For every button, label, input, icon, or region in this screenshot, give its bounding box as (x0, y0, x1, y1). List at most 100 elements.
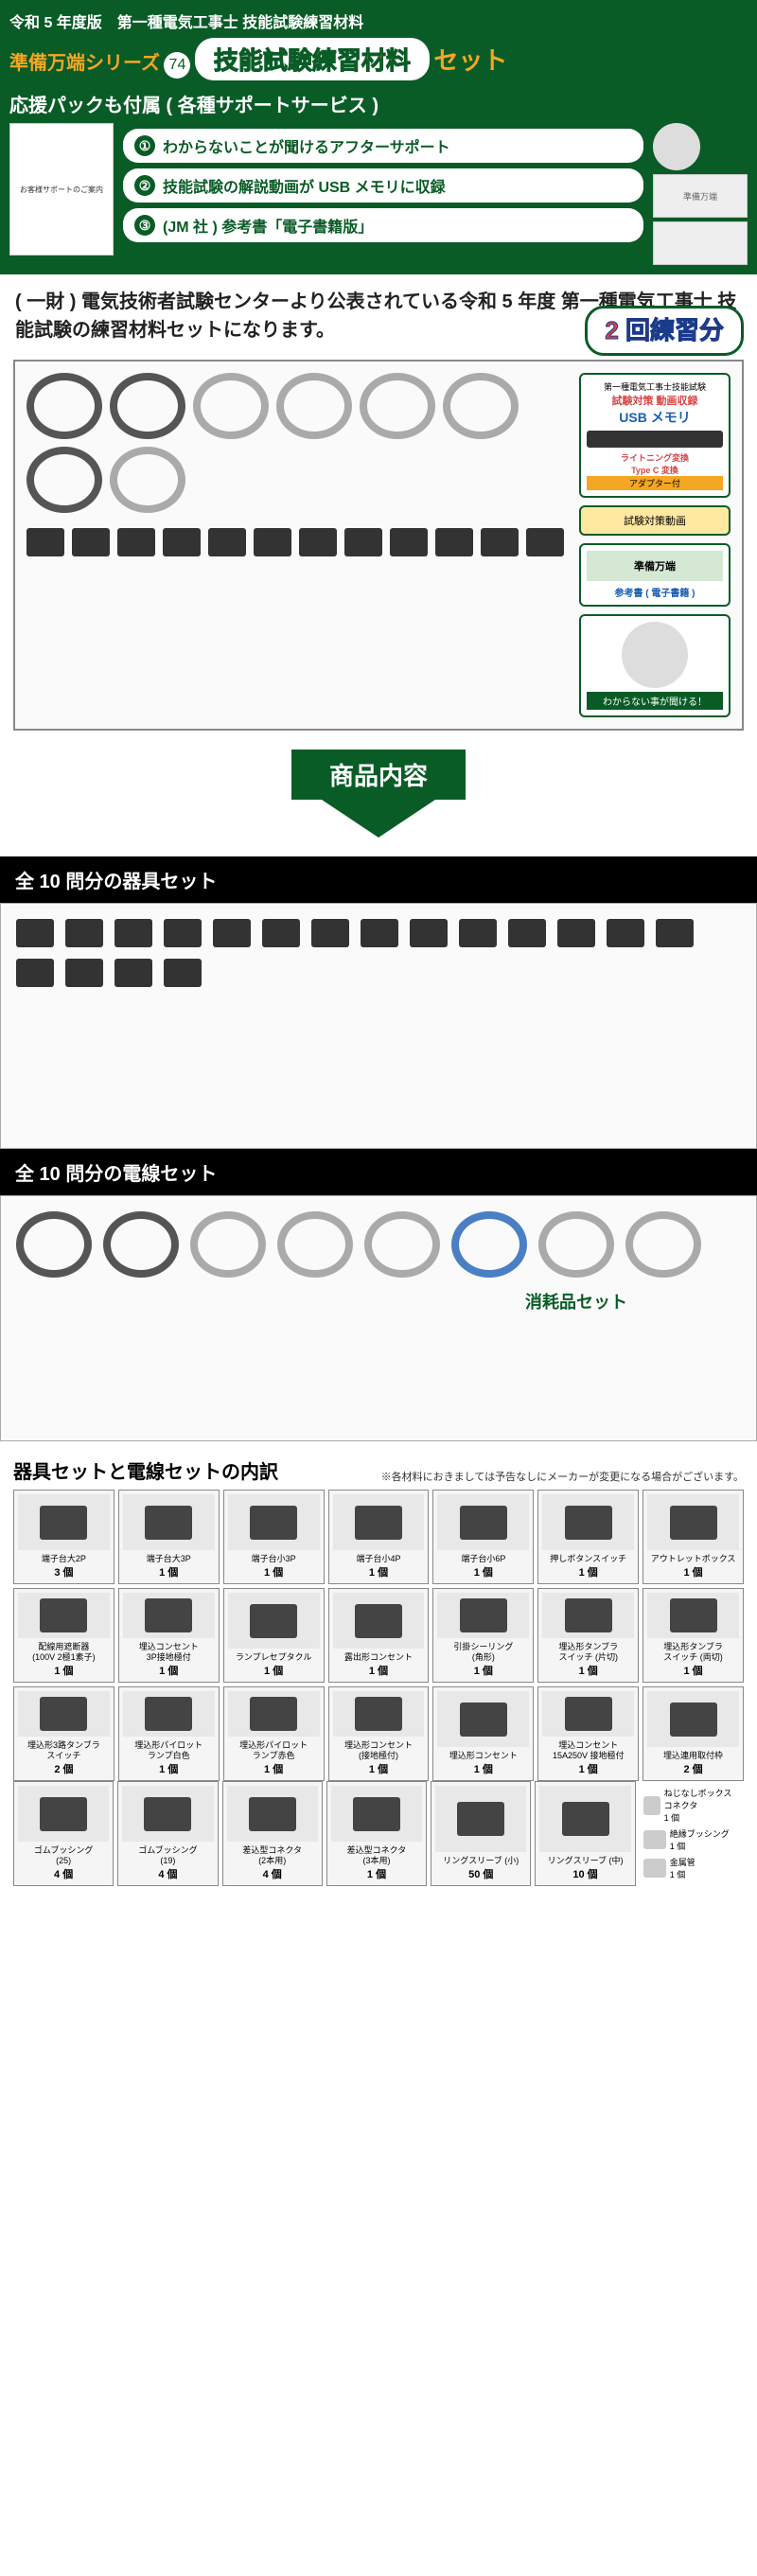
item-qty: 4 個 (54, 1866, 73, 1881)
item-qty: 1 個 (369, 1663, 388, 1678)
part-icon (114, 959, 152, 987)
item-image (123, 1691, 215, 1737)
cable-icon (110, 447, 185, 513)
part-icon (72, 528, 110, 556)
part-icon (163, 528, 201, 556)
extra-item: 金属管1 個 (643, 1856, 740, 1880)
cable-icon (451, 1211, 527, 1278)
support-row: お客様サポートのご案内 ①わからないことが聞けるアフターサポート ②技能試験の解… (9, 123, 748, 265)
item-qty: 1 個 (683, 1564, 702, 1579)
item-cell: リングスリーブ (小)50 個 (431, 1781, 531, 1886)
item-cell: ランプレセプタクル1 個 (223, 1588, 325, 1683)
cable-icon (360, 373, 435, 439)
item-qty: 4 個 (158, 1866, 177, 1881)
product-side-cards: 第一種電気工事士技能試験 試験対策 動画収録 USB メモリ ライトニング変換 … (579, 373, 731, 717)
part-icon (410, 919, 448, 947)
item-label: リングスリーブ (中) (548, 1856, 624, 1866)
part-icon (656, 919, 694, 947)
part-icon (344, 528, 382, 556)
product-parts-area (26, 373, 570, 717)
part-icon (254, 528, 291, 556)
support-item-3: ③(JM 社 ) 参考書「電子書籍版」 (123, 208, 643, 242)
breakdown-note: ※各材料におきましては予告なしにメーカーが変更になる場合がございます。 (381, 1469, 744, 1484)
item-qty: 1 個 (159, 1663, 178, 1678)
item-qty: 1 個 (264, 1761, 283, 1776)
item-image (123, 1593, 215, 1638)
item-qty: 1 個 (367, 1866, 386, 1881)
support-list: ①わからないことが聞けるアフターサポート ②技能試験の解説動画が USB メモリ… (123, 123, 643, 248)
support-item-1: ①わからないことが聞けるアフターサポート (123, 129, 643, 163)
item-label: 埋込形パイロットランプ赤色 (239, 1740, 308, 1761)
item-qty: 1 個 (264, 1564, 283, 1579)
header-banner: 令和 5 年度版 第一種電気工事士 技能試験練習材料 準備万端シリーズ 74 技… (0, 0, 757, 274)
item-label: 差込型コネクタ(3本用) (347, 1845, 407, 1866)
cable-icon (26, 447, 102, 513)
cable-icon (110, 373, 185, 439)
item-label: 埋込コンセント15A250V 接地極付 (553, 1740, 625, 1761)
extra-items-col: ねじなしボックスコネクタ1 個絶縁ブッシング1 個金属管1 個 (640, 1781, 744, 1886)
section-bar-tools: 全 10 問分の器具セット (0, 856, 757, 903)
item-label: 埋込形3路タンブラスイッチ (27, 1740, 100, 1761)
item-cell: 引掛シーリング(角形)1 個 (432, 1588, 534, 1683)
practice-count-badge: 2 回練習分 (585, 306, 744, 356)
item-label: 引掛シーリング(角形) (453, 1642, 513, 1663)
item-qty: 50 個 (468, 1866, 493, 1881)
item-image (435, 1786, 526, 1852)
item-qty: 1 個 (264, 1663, 283, 1678)
part-icon (526, 528, 564, 556)
extra-icon (643, 1859, 666, 1878)
item-image (647, 1593, 739, 1638)
header-title-row: 準備万端シリーズ 74 技能試験練習材料 セット (9, 38, 748, 80)
item-image (18, 1494, 110, 1550)
item-label: 露出形コンセント (344, 1652, 413, 1663)
item-image (542, 1593, 634, 1638)
header-top-line: 令和 5 年度版 第一種電気工事士 技能試験練習材料 (9, 9, 748, 32)
item-qty: 4 個 (263, 1866, 282, 1881)
part-icon (213, 919, 251, 947)
side-thumb-1: 準備万端 (653, 174, 748, 218)
item-cell: 端子台小3P1 個 (223, 1490, 325, 1584)
item-image (539, 1786, 630, 1852)
item-image (227, 1786, 318, 1842)
series-label: 準備万端シリーズ (9, 47, 160, 75)
intro-text: ( 一財 ) 電気技術者試験センターより公表されている令和 5 年度 第一種電気… (0, 274, 757, 352)
breakdown-header: 器具セットと電線セットの内訳 ※各材料におきましては予告なしにメーカーが変更にな… (0, 1441, 757, 1490)
item-image (18, 1786, 109, 1842)
item-image (647, 1691, 739, 1747)
item-cell: 端子台小4P1 個 (328, 1490, 430, 1584)
item-image (18, 1593, 110, 1638)
item-label: ランプレセプタクル (236, 1652, 311, 1663)
part-icon (117, 528, 155, 556)
item-cell: 端子台大2P3 個 (13, 1490, 114, 1584)
item-image (122, 1786, 213, 1842)
item-image (228, 1691, 320, 1737)
cable-icon (277, 1211, 353, 1278)
item-label: ゴムブッシング(25) (34, 1845, 93, 1866)
item-label: 差込型コネクタ(2本用) (242, 1845, 302, 1866)
item-cell: リングスリーブ (中)10 個 (535, 1781, 635, 1886)
breakdown-title: 器具セットと電線セットの内訳 (13, 1456, 278, 1484)
item-label: ゴムブッシング(19) (138, 1845, 197, 1866)
part-icon (262, 919, 300, 947)
item-cell: 埋込形コンセント(接地極付)1 個 (328, 1686, 430, 1781)
item-image (437, 1691, 529, 1747)
item-qty: 1 個 (579, 1663, 598, 1678)
part-icon (435, 528, 473, 556)
item-cell: 端子台小6P1 個 (432, 1490, 534, 1584)
item-label: 配線用遮断器(100V 2極1素子) (32, 1642, 96, 1663)
title-set: セット (433, 46, 507, 75)
part-icon (114, 919, 152, 947)
item-cell: 埋込形タンブラスイッチ (片切)1 個 (537, 1588, 639, 1683)
item-image (333, 1494, 425, 1550)
item-cell: 埋込コンセント3P接地極付1 個 (118, 1588, 220, 1683)
item-cell: 埋込形3路タンブラスイッチ2 個 (13, 1686, 114, 1781)
item-image (647, 1494, 739, 1550)
item-cell: ゴムブッシング(25)4 個 (13, 1781, 114, 1886)
item-image (542, 1494, 634, 1550)
item-image (228, 1593, 320, 1649)
book-card: 準備万端 参考書 ( 電子書籍 ) (579, 543, 731, 607)
item-label: 端子台大3P (147, 1554, 191, 1564)
contents-arrow: 商品内容 (0, 750, 757, 838)
cable-icon (190, 1211, 266, 1278)
item-grid-last-row: ゴムブッシング(25)4 個ゴムブッシング(19)4 個差込型コネクタ(2本用)… (13, 1781, 636, 1886)
